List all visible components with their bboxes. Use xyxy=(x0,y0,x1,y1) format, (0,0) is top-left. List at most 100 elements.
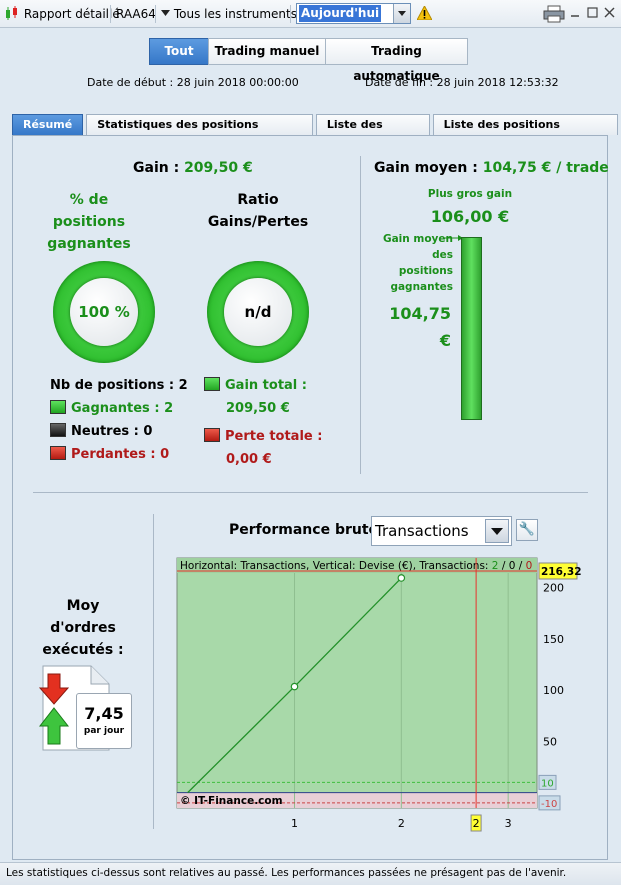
start-date: Date de début : 28 juin 2018 00:00:00 xyxy=(87,76,299,89)
neutral-label: Neutres : xyxy=(71,424,139,439)
top-marker-box xyxy=(538,562,578,580)
plot-background xyxy=(176,557,538,809)
red-square-icon xyxy=(50,446,66,460)
end-date: Date de fin : 28 juin 2018 12:53:32 xyxy=(365,76,559,89)
wrench-icon[interactable]: 🔧 xyxy=(516,519,538,541)
report-label: Rapport détaillé xyxy=(23,7,120,21)
x-tick-label: 2 xyxy=(398,817,405,830)
losers-label: Perdantes : xyxy=(71,447,156,462)
avg-gain-label: Gain moyen : xyxy=(374,160,478,176)
x-tick-label: 3 xyxy=(505,817,512,830)
win-rate-title-line: % de xyxy=(69,192,109,208)
data-point xyxy=(397,574,406,582)
divider xyxy=(33,492,588,493)
avg-win-label: Gain moyen des positions gagnantes xyxy=(363,231,453,295)
separator xyxy=(110,5,111,23)
tab-all[interactable]: Tout xyxy=(149,38,209,65)
orders-title-line: d'ordres xyxy=(50,620,116,636)
report-button[interactable]: Rapport détaillé xyxy=(4,5,120,23)
close-icon[interactable] xyxy=(604,7,615,18)
start-date-value: 28 juin 2018 00:00:00 xyxy=(176,76,299,89)
instruments-dropdown[interactable]: Tous les instruments xyxy=(161,5,297,23)
cursor-x-box xyxy=(470,814,482,832)
ratio-title-line: Gains/Pertes xyxy=(207,214,309,230)
account-button[interactable]: RAA64 xyxy=(116,7,156,21)
period-select[interactable]: Aujourd'hui xyxy=(296,3,411,24)
ratio-gauge: n/d xyxy=(207,261,309,363)
tab-summary[interactable]: Résumé xyxy=(12,114,84,135)
arrow-right-icon xyxy=(443,235,463,241)
orders-value: 7,45 xyxy=(84,704,124,723)
avg-gain-value: 104,75 € / trade xyxy=(482,160,609,176)
orders-title-line: exécutés : xyxy=(42,642,124,658)
losers-value: 0 xyxy=(160,447,170,462)
orders-card: 7,45 par jour xyxy=(76,693,132,749)
candlestick-icon xyxy=(6,6,17,20)
tab-auto-trading[interactable]: Trading automatique xyxy=(325,38,468,83)
green-square-icon xyxy=(50,400,66,414)
ratio-title-line: Ratio xyxy=(237,192,279,208)
chevron-down-icon[interactable] xyxy=(393,4,410,23)
nb-positions: Nb de positions : 2 xyxy=(50,374,188,397)
gain-label: Gain : xyxy=(133,160,180,176)
caret-down-icon xyxy=(161,10,170,16)
biggest-gain-value: 106,00 € xyxy=(430,207,510,226)
neutral-value: 0 xyxy=(143,424,153,439)
y-tick-label: 50 xyxy=(543,735,557,748)
minimize-icon[interactable] xyxy=(570,8,580,18)
chevron-down-icon[interactable] xyxy=(485,519,509,543)
avg-win-number: 104,75 xyxy=(389,304,451,323)
orders-unit: par jour xyxy=(83,726,125,736)
end-date-value: 28 juin 2018 12:53:32 xyxy=(436,76,559,89)
status-bar: Les statistiques ci-dessus sont relative… xyxy=(0,862,621,885)
avg-win-currency: € xyxy=(439,331,451,350)
toolbar: Rapport détaillé RAA64 Tous les instrume… xyxy=(0,0,621,28)
tab-closed-list[interactable]: Liste des positions clôturées xyxy=(432,114,618,150)
biggest-gain-label: Plus gros gain xyxy=(427,188,513,200)
performance-chart: Horizontal: Transactions, Vertical: Devi… xyxy=(176,557,582,832)
instruments-label: Tous les instruments xyxy=(173,7,297,21)
series xyxy=(187,574,406,794)
divider xyxy=(153,514,154,829)
summary-panel: Gain : 209,50 € % de positions gagnantes… xyxy=(12,135,609,860)
nb-positions-label: Nb de positions : xyxy=(50,378,175,393)
performance-label: Performance brute xyxy=(229,522,379,538)
tab-manual-trading[interactable]: Trading manuel xyxy=(208,38,326,65)
ratio-value: n/d xyxy=(224,278,292,346)
data-point xyxy=(290,682,299,691)
totals: Gain total : 209,50 € Perte totale : 0,0… xyxy=(204,374,322,471)
orders-title-line: Moy xyxy=(66,598,100,614)
win-rate-title-line: gagnantes xyxy=(47,236,131,252)
printer-icon[interactable] xyxy=(543,5,565,23)
maximize-icon[interactable] xyxy=(587,7,598,18)
ratio-title: Ratio Gains/Pertes xyxy=(193,189,323,233)
separator xyxy=(290,5,291,23)
report-tabs: Résumé Statistiques des positions clôtur… xyxy=(12,114,621,150)
grid xyxy=(294,573,509,808)
nb-positions-value: 2 xyxy=(178,378,188,393)
chart-header-text: Horizontal: Transactions, Vertical: Devi… xyxy=(180,560,532,572)
avg-win-label-line: positions xyxy=(398,265,453,277)
lower-band-box xyxy=(538,795,561,811)
top-marker-label: 216,32 xyxy=(541,566,582,578)
tab-closed-stats[interactable]: Statistiques des positions clôturées xyxy=(86,114,313,150)
gain-summary: Gain : 209,50 € xyxy=(133,160,253,176)
position-counts: Nb de positions : 2 Gagnantes : 2 Neutre… xyxy=(50,374,188,466)
orders-title: Moy d'ordres exécutés : xyxy=(33,595,133,661)
filter-segments: Tout Trading manuel Trading automatique xyxy=(149,38,468,83)
upper-band-box xyxy=(538,774,557,790)
avg-win-label-line: gagnantes xyxy=(390,281,453,293)
bands xyxy=(177,558,537,808)
avg-win-label-line: des xyxy=(432,249,453,261)
avg-win-label-line: Gain moyen xyxy=(382,233,453,245)
header-count-neutral: 0 xyxy=(509,560,516,572)
tab-orders[interactable]: Liste des ordres xyxy=(315,114,430,150)
avg-win-value: 104,75 € xyxy=(381,300,451,354)
watermark: © IT-Finance.com xyxy=(180,795,283,807)
end-date-label: Date de fin : xyxy=(365,76,434,89)
warning-icon[interactable] xyxy=(417,6,432,20)
y-tick-label: 100 xyxy=(543,684,564,697)
header-count-loss: 0 xyxy=(526,560,533,572)
performance-mode-select[interactable]: Transactions xyxy=(371,516,512,546)
